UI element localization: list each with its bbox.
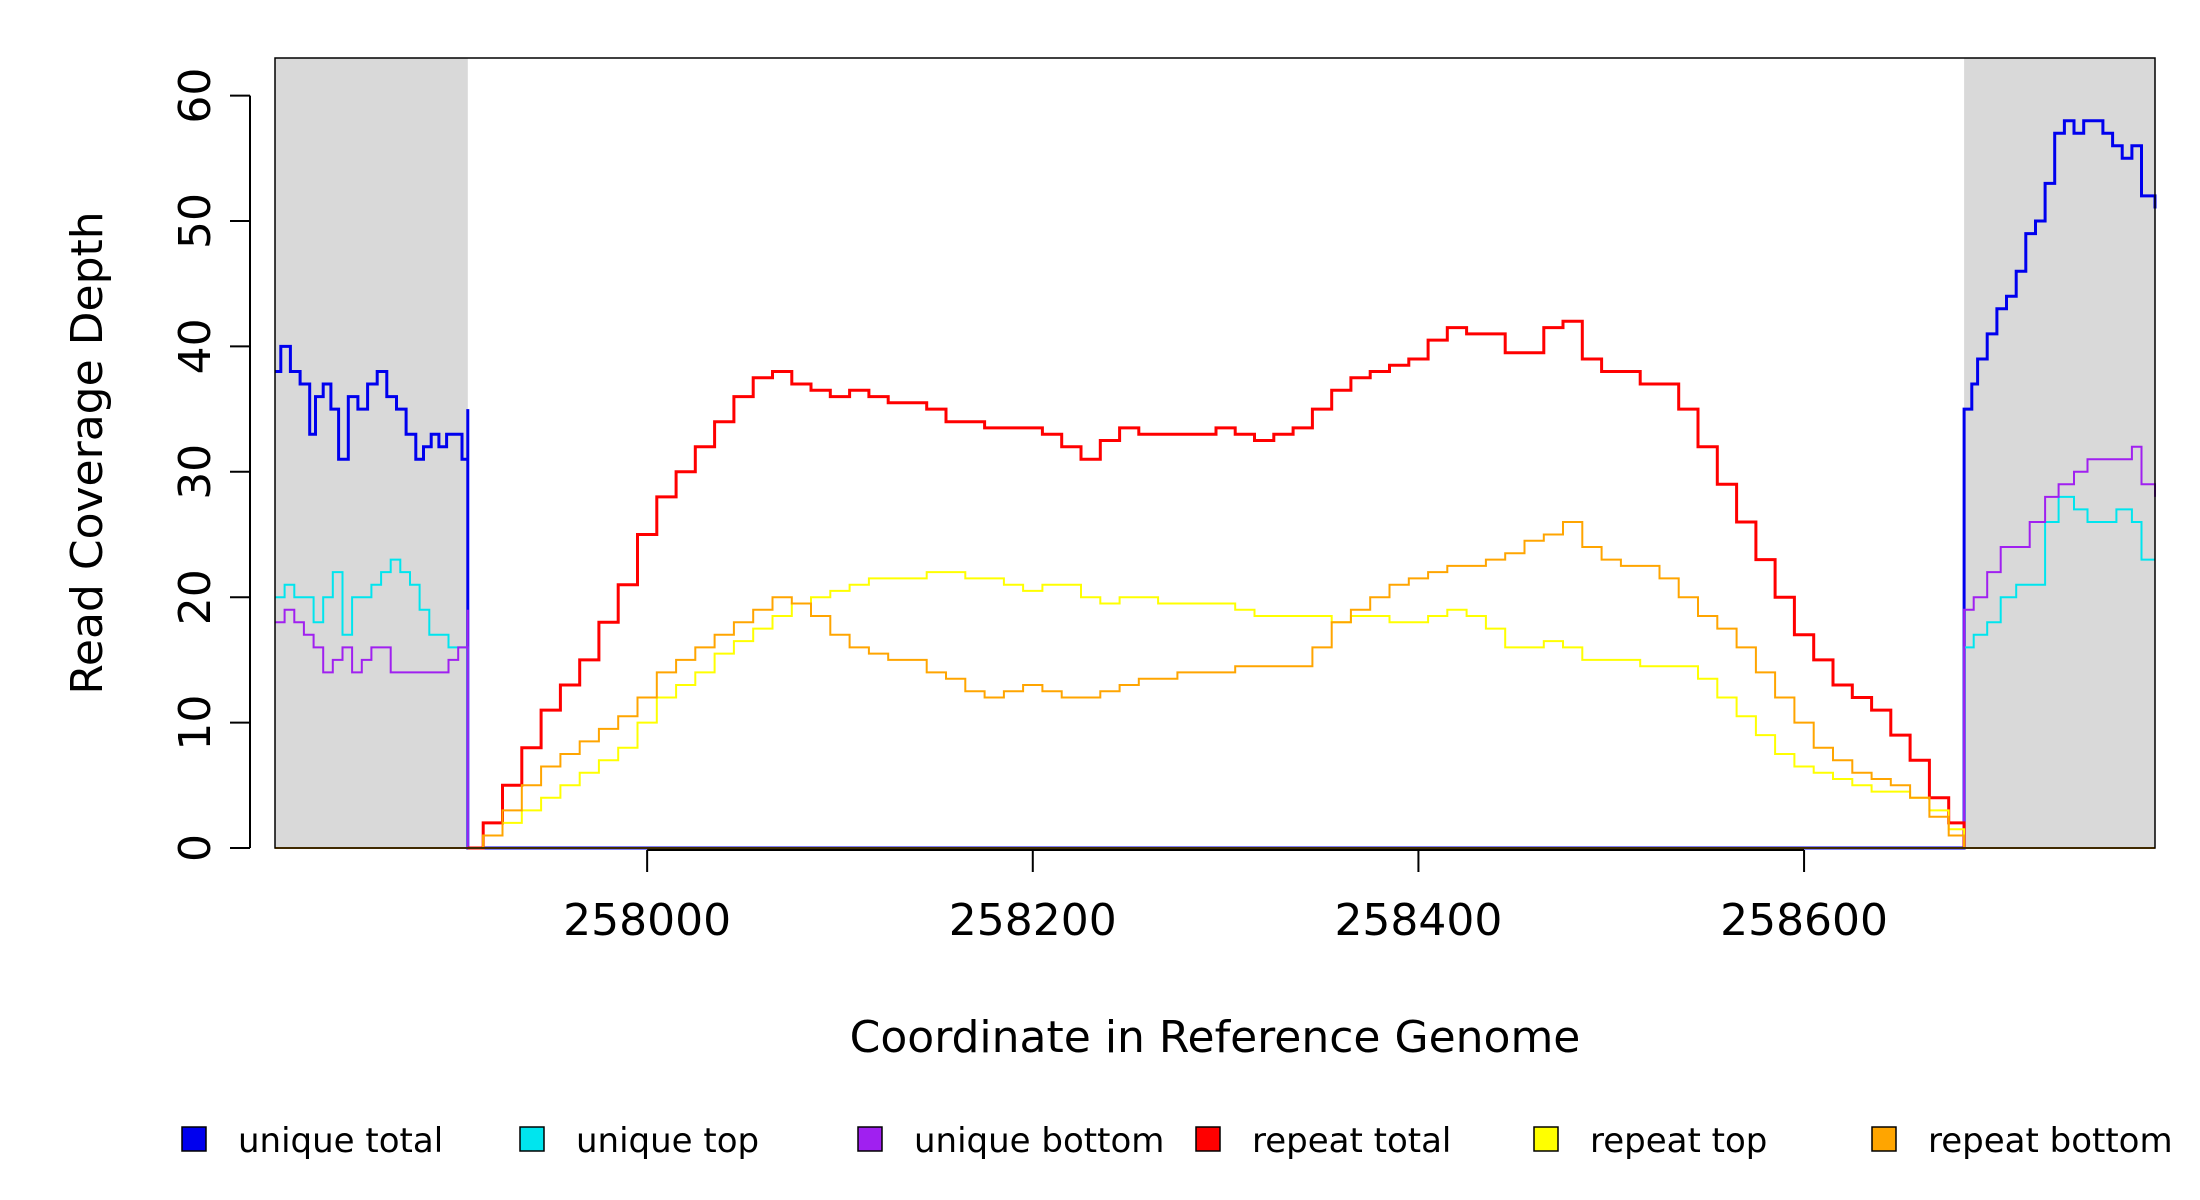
series-lines	[275, 119, 2157, 850]
shaded-region-2	[1964, 58, 2155, 848]
legend-label-repeat-total: repeat total	[1252, 1121, 1451, 1161]
y-tick-label-0: 0	[170, 834, 221, 862]
y-tick-label-40: 40	[170, 318, 221, 374]
series-line-repeat-bottom	[467, 521, 1966, 849]
legend-swatch-unique-bottom	[857, 1126, 883, 1152]
x-tick-label-258600: 258600	[1720, 895, 1888, 946]
legend-swatch-unique-top	[519, 1126, 545, 1152]
shaded-region-1	[275, 58, 468, 848]
legend-swatch-repeat-bottom	[1871, 1126, 1897, 1152]
x-tick-label-258400: 258400	[1334, 895, 1502, 946]
series-line-unique-top	[275, 495, 2155, 849]
legend-label-repeat-bottom: repeat bottom	[1928, 1121, 2173, 1161]
x-axis: 258000 258200 258400 258600	[563, 849, 1888, 946]
y-tick-label-10: 10	[170, 695, 221, 751]
legend-label-repeat-top: repeat top	[1590, 1121, 1767, 1161]
y-axis: 0 10 20 30 40 50 60	[170, 68, 251, 862]
legend-label-unique-top: unique top	[576, 1121, 759, 1161]
y-tick-label-20: 20	[170, 569, 221, 625]
x-tick-label-258000: 258000	[563, 895, 731, 946]
series-line-unique-bottom	[275, 445, 2156, 849]
y-axis-title: Read Coverage Depth	[62, 211, 113, 694]
legend-swatch-repeat-top	[1533, 1126, 1559, 1152]
x-axis-title: Coordinate in Reference Genome	[850, 1012, 1581, 1063]
x-tick-label-258200: 258200	[949, 895, 1117, 946]
series-line-repeat-total	[467, 319, 1966, 850]
series-line-unique-total	[275, 119, 2157, 850]
y-tick-label-50: 50	[170, 193, 221, 249]
shaded-regions	[275, 58, 2155, 848]
plot-frame	[274, 57, 2156, 849]
y-tick-label-60: 60	[170, 68, 221, 124]
legend-label-unique-total: unique total	[238, 1121, 443, 1161]
series-line-repeat-top	[467, 571, 1966, 849]
legend-label-unique-bottom: unique bottom	[914, 1121, 1164, 1161]
y-tick-label-30: 30	[170, 444, 221, 500]
legend: unique total unique top unique bottom repea…	[181, 1121, 2173, 1161]
legend-swatch-repeat-total	[1195, 1126, 1221, 1152]
legend-swatch-unique-total	[181, 1126, 207, 1152]
